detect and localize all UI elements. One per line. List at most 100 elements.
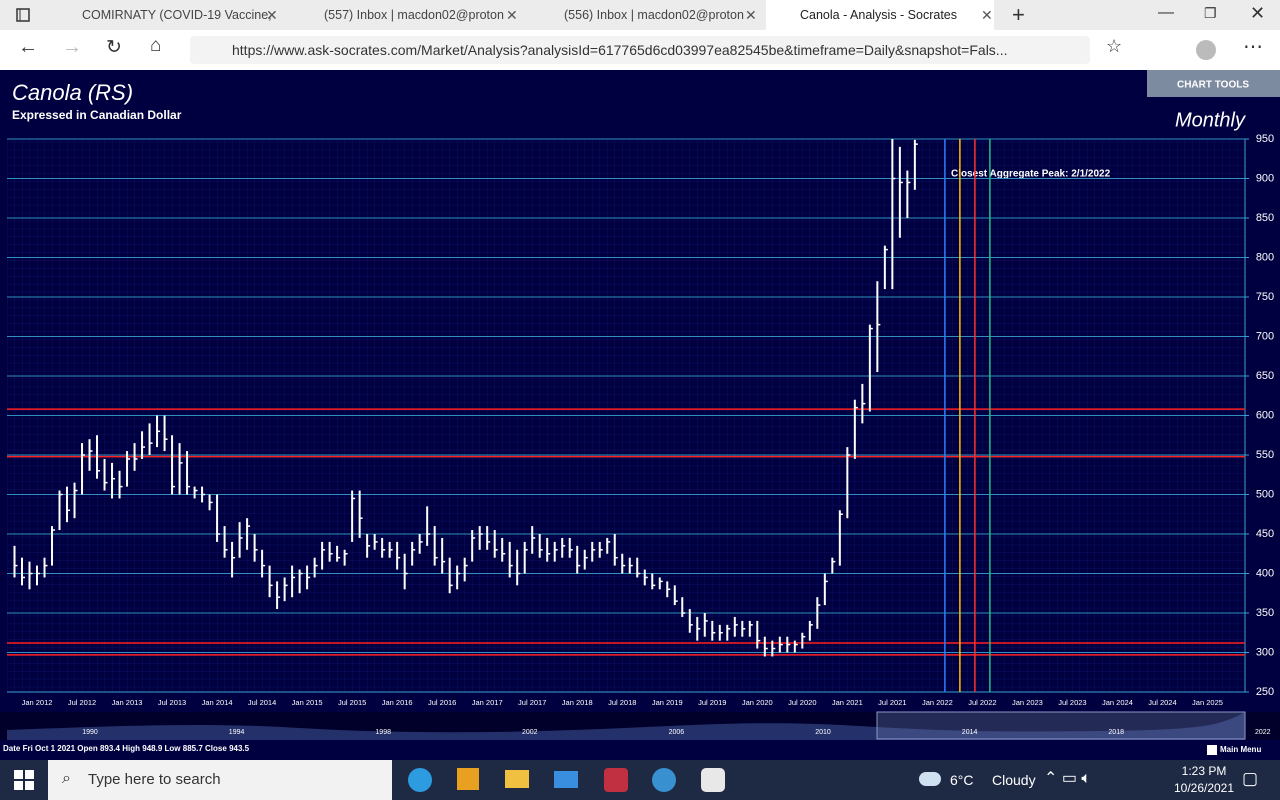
x-tick-label: Jan 2021 <box>832 698 863 707</box>
minimize[interactable]: — <box>1158 4 1174 21</box>
tab[interactable]: COMIRNATY (COVID-19 Vaccine, <box>82 8 272 22</box>
favorites[interactable]: ☆ <box>1106 36 1123 56</box>
x-tick-label: Jan 2016 <box>382 698 413 707</box>
tab-actions[interactable] <box>16 8 30 22</box>
home[interactable]: ⌂ <box>150 35 162 56</box>
back[interactable]: ← <box>18 36 38 58</box>
x-tick-label: Jul 2016 <box>428 698 456 707</box>
x-tick-label: Jul 2017 <box>518 698 546 707</box>
navigator-label: 1990 <box>82 729 98 736</box>
tab-close[interactable]: ✕ <box>506 7 518 23</box>
y-tick-label: 400 <box>1256 567 1274 579</box>
new-tab[interactable]: + <box>1012 2 1025 27</box>
x-tick-label: Jan 2013 <box>112 698 143 707</box>
slack-icon[interactable] <box>701 768 725 792</box>
navigator-label: 2002 <box>522 729 538 736</box>
chart: CHART TOOLS Canola (RS) Expressed in Can… <box>0 70 1280 760</box>
main-menu[interactable]: Main Menu <box>1220 745 1261 754</box>
y-tick-label: 350 <box>1256 607 1274 619</box>
start-button[interactable] <box>14 770 34 790</box>
restore[interactable]: ❐ <box>1204 5 1217 21</box>
x-tick-label: Jan 2014 <box>202 698 233 707</box>
navigator-label: 2006 <box>669 729 685 736</box>
app-icon[interactable] <box>604 768 628 792</box>
timeframe[interactable]: Monthly <box>1175 109 1246 131</box>
tab[interactable]: (557) Inbox | macdon02@proton <box>324 8 504 22</box>
weather[interactable]: Cloudy <box>992 772 1036 788</box>
y-tick-label: 600 <box>1256 409 1274 421</box>
clock-date[interactable]: 10/26/2021 <box>1173 781 1235 795</box>
status-value: 943.5 <box>229 744 250 753</box>
x-tick-label: Jul 2021 <box>878 698 906 707</box>
tab-close[interactable]: ✕ <box>266 7 278 23</box>
y-tick-label: 650 <box>1256 370 1274 382</box>
tab-strip: COMIRNATY (COVID-19 Vaccine, ✕ (557) Inb… <box>0 0 1280 30</box>
x-tick-label: Jul 2015 <box>338 698 366 707</box>
navigator-label: 2018 <box>1108 729 1124 736</box>
status-line: Date Fri Oct 1 2021 Open 893.4 High 948.… <box>3 744 250 753</box>
chart-title: Canola (RS) <box>12 80 133 105</box>
notifications[interactable]: ▢ <box>1242 769 1259 788</box>
tab-close[interactable]: ✕ <box>981 7 993 23</box>
x-tick-label: Jul 2012 <box>68 698 96 707</box>
navigator-window[interactable] <box>876 711 1246 740</box>
app-icon[interactable] <box>652 768 676 792</box>
navigator-label: 1998 <box>375 729 391 736</box>
x-tick-label: Jul 2019 <box>698 698 726 707</box>
explorer-icon[interactable] <box>505 770 529 788</box>
y-tick-label: 750 <box>1256 291 1274 303</box>
url-bar[interactable]: https://www.ask-socrates.com/Market/Anal… <box>190 36 1090 64</box>
chart-subtitle: Expressed in Canadian Dollar <box>12 108 182 122</box>
search-icon: ⌕ <box>62 770 71 787</box>
close-window[interactable]: ✕ <box>1250 3 1266 23</box>
y-tick-label: 700 <box>1256 330 1274 342</box>
chart-tools-button[interactable] <box>1147 70 1280 97</box>
annotation: Closest Aggregate Peak: 2/1/2022 <box>951 169 1111 180</box>
x-tick-label: Jul 2018 <box>608 698 636 707</box>
search-box[interactable]: Type here to search <box>48 760 392 800</box>
x-tick-label: Jul 2014 <box>248 698 276 707</box>
main-menu-icon[interactable] <box>1207 745 1217 755</box>
x-tick-label: Jul 2023 <box>1058 698 1086 707</box>
y-tick-label: 250 <box>1256 686 1274 698</box>
temperature[interactable]: 6°C <box>950 772 974 788</box>
status-value: 885.7 <box>183 744 204 753</box>
y-tick-label: 500 <box>1256 488 1274 500</box>
tab-close[interactable]: ✕ <box>745 7 757 23</box>
x-tick-label: Jan 2012 <box>22 698 53 707</box>
menu[interactable]: ⋯ <box>1243 36 1263 58</box>
profile[interactable] <box>1196 40 1216 60</box>
tab-active[interactable]: Canola - Analysis - Socrates <box>766 0 994 30</box>
forward[interactable]: → <box>62 36 82 58</box>
y-tick-label: 300 <box>1256 646 1274 658</box>
navigator-label: 2010 <box>815 729 831 736</box>
x-tick-label: Jan 2019 <box>652 698 683 707</box>
status-value: 948.9 <box>142 744 163 753</box>
x-tick-label: Jan 2022 <box>922 698 953 707</box>
y-tick-label: 850 <box>1256 212 1274 224</box>
edge-icon[interactable] <box>408 768 432 792</box>
navigator-label: 2014 <box>962 729 978 736</box>
navigator-silhouette <box>7 712 1245 740</box>
status-key: Date <box>3 744 21 753</box>
x-tick-label: Jan 2018 <box>562 698 593 707</box>
x-tick-label: Jan 2024 <box>1102 698 1133 707</box>
store-icon[interactable] <box>457 768 479 790</box>
x-tick-label: Jul 2013 <box>158 698 186 707</box>
refresh[interactable]: ↻ <box>106 37 122 58</box>
clock-time[interactable]: 1:23 PM <box>1181 764 1227 778</box>
status-value: 893.4 <box>100 744 121 753</box>
chart-tools-label[interactable]: CHART TOOLS <box>1177 80 1249 91</box>
tab[interactable]: (556) Inbox | macdon02@proton <box>564 8 744 22</box>
x-tick-label: Jul 2022 <box>968 698 996 707</box>
y-tick-label: 800 <box>1256 251 1274 263</box>
x-tick-label: Jan 2023 <box>1012 698 1043 707</box>
y-tick-label: 950 <box>1256 133 1274 145</box>
tray-icons[interactable]: ⌃ ▭ 🔈︎ <box>1044 770 1092 787</box>
weather-icon <box>919 772 941 786</box>
navigator-labels: 1990 1994 1998 2002 2006 2010 2014 2018 2022 <box>82 729 1270 736</box>
navigator-label: 2022 <box>1255 729 1271 736</box>
x-tick-label: Jul 2024 <box>1148 698 1176 707</box>
mail-icon[interactable] <box>554 771 578 788</box>
